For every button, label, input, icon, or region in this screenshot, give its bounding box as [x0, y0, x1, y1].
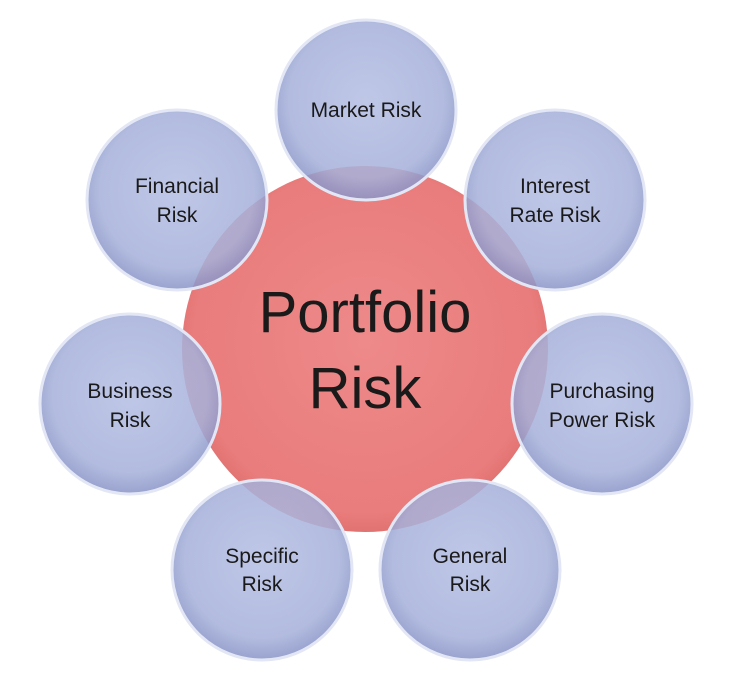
node-general-risk: General Risk	[378, 478, 562, 662]
outer-nodes: Market Risk Interest Rate Risk Purchasin…	[38, 18, 694, 662]
node-interest-label-line-2: Rate Risk	[509, 204, 601, 227]
node-market-circle	[274, 18, 458, 202]
node-business-risk: Business Risk	[38, 312, 222, 496]
node-market-label: Market Risk	[311, 99, 422, 122]
node-business-circle	[38, 312, 222, 496]
node-market-risk: Market Risk	[274, 18, 458, 202]
node-interest-rate-risk: Interest Rate Risk	[463, 108, 647, 292]
node-specific-risk: Specific Risk	[170, 478, 354, 662]
node-specific-circle	[170, 478, 354, 662]
node-interest-label-line-1: Interest	[520, 175, 590, 198]
node-purchasing-power-risk: Purchasing Power Risk	[510, 312, 694, 496]
node-business-label-line-1: Business	[87, 380, 172, 403]
center-label-line-2: Risk	[309, 356, 423, 421]
node-general-circle	[378, 478, 562, 662]
center-node: Portfolio Risk	[182, 166, 548, 532]
node-general-label-line-2: Risk	[450, 573, 491, 596]
node-financial-circle	[85, 108, 269, 292]
node-general-label-line-1: General	[433, 545, 508, 568]
node-specific-label-line-2: Risk	[242, 573, 283, 596]
node-interest-circle	[463, 108, 647, 292]
node-specific-label-line-1: Specific	[225, 545, 299, 568]
center-circle	[182, 166, 548, 532]
node-financial-label-line-1: Financial	[135, 175, 219, 198]
center-label-line-1: Portfolio	[259, 280, 472, 345]
node-business-label-line-2: Risk	[110, 409, 151, 432]
node-purchasing-label-line-1: Purchasing	[549, 380, 654, 403]
node-purchasing-circle	[510, 312, 694, 496]
node-purchasing-label-line-2: Power Risk	[549, 409, 656, 432]
node-financial-label-line-2: Risk	[157, 204, 198, 227]
node-financial-risk: Financial Risk	[85, 108, 269, 292]
